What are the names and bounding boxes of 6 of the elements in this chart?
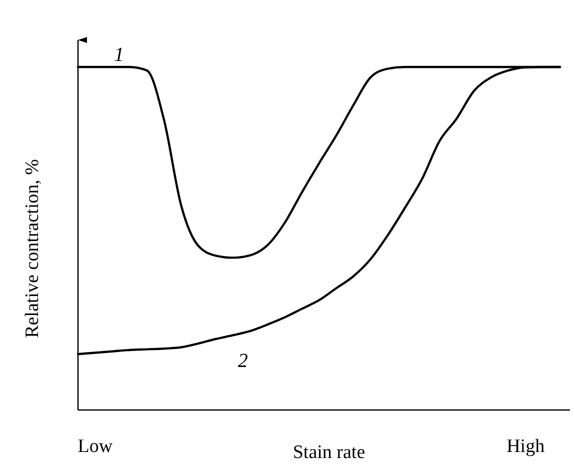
y-axis-title: Relative contraction, % [22,158,43,338]
x-axis-title: Stain rate [292,442,366,463]
x-tick-label: High [506,436,546,457]
series-label: 1 [114,44,124,66]
x-tick-label: Low [78,436,113,457]
series-label: 2 [238,350,248,372]
